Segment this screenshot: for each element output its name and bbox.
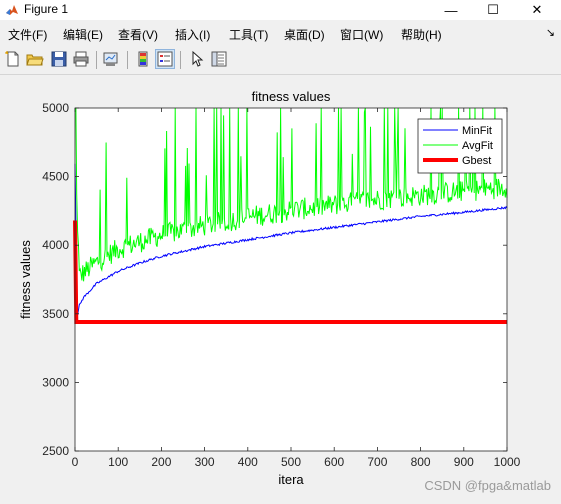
- x-tick-label: 100: [108, 455, 128, 469]
- window-title-bar: Figure 1 — ☐ ✕: [0, 0, 561, 20]
- menu-insert[interactable]: 插入(I): [175, 28, 211, 42]
- x-axis-label: itera: [278, 472, 304, 487]
- minfit-line: [74, 163, 508, 316]
- colorbar-icon[interactable]: [134, 50, 152, 68]
- y-tick-label: 4500: [42, 170, 69, 184]
- legend-label-minfit: MinFit: [462, 125, 492, 137]
- x-tick-label: 400: [238, 455, 258, 469]
- close-button[interactable]: ✕: [515, 0, 559, 20]
- menu-window[interactable]: 窗口(W): [340, 28, 384, 42]
- dock-figure-icon[interactable]: ↘: [545, 27, 555, 39]
- legend-label-gbest: Gbest: [462, 155, 491, 167]
- new-figure-icon[interactable]: [4, 50, 22, 68]
- toolbar-separator: [96, 51, 97, 69]
- watermark: CSDN @fpga&matlab: [424, 478, 551, 493]
- menu-edit[interactable]: 编辑(E): [63, 28, 103, 42]
- x-tick-label: 1000: [494, 455, 521, 469]
- y-tick-label: 3500: [42, 307, 69, 321]
- legend-icon[interactable]: [155, 49, 175, 69]
- open-file-icon[interactable]: [26, 50, 44, 68]
- x-tick-label: 900: [454, 455, 474, 469]
- minimize-button[interactable]: —: [429, 0, 473, 20]
- menu-help[interactable]: 帮助(H): [401, 28, 442, 42]
- minimize-icon: —: [444, 2, 458, 18]
- menu-bar: 文件(F) 编辑(E) 查看(V) 插入(I) 工具(T) 桌面(D) 窗口(W…: [0, 22, 561, 42]
- fitness-chart: 0 100 200 300 400 500 600 700 800 900 1000 2500 3000…: [18, 89, 521, 487]
- maximize-icon: ☐: [487, 2, 499, 17]
- print-icon[interactable]: [72, 50, 90, 68]
- menu-tools[interactable]: 工具(T): [229, 28, 269, 42]
- x-tick-label: 800: [411, 455, 431, 469]
- pointer-icon[interactable]: [188, 50, 206, 68]
- legend-box: [417, 118, 503, 174]
- y-axis-label: fitness values: [18, 240, 33, 319]
- x-tick-label: 0: [72, 455, 79, 469]
- x-tick-label: 200: [151, 455, 171, 469]
- property-inspector-icon[interactable]: [210, 50, 228, 68]
- save-icon[interactable]: [50, 50, 68, 68]
- menu-file[interactable]: 文件(F): [8, 28, 48, 42]
- toolbar-separator: [127, 51, 128, 69]
- window-title: Figure 1: [24, 2, 69, 16]
- toolbar-separator: [180, 51, 181, 69]
- gbest-line: [73, 220, 507, 324]
- avgfit-line: [75, 107, 508, 282]
- chart-title: fitness values: [252, 89, 331, 104]
- y-tick-label: 3000: [42, 375, 69, 389]
- menu-view[interactable]: 查看(V): [118, 28, 158, 42]
- matlab-logo-icon: [6, 5, 18, 15]
- y-tick-label: 5000: [42, 101, 69, 115]
- figure-canvas: 0 100 200 300 400 500 600 700 800 900 1000 2500 3000…: [0, 76, 561, 501]
- y-tick-label: 4000: [42, 238, 69, 252]
- y-tick-label: 2500: [42, 444, 69, 458]
- x-tick-label: 700: [367, 455, 387, 469]
- legend-label-avgfit: AvgFit: [462, 140, 493, 152]
- x-tick-label: 600: [324, 455, 344, 469]
- link-plot-icon[interactable]: [102, 50, 120, 68]
- maximize-button[interactable]: ☐: [471, 0, 515, 20]
- close-icon: ✕: [531, 2, 543, 17]
- x-tick-label: 300: [195, 455, 215, 469]
- x-tick-label: 500: [281, 455, 301, 469]
- menu-desktop[interactable]: 桌面(D): [284, 28, 325, 42]
- figure-toolbar: [0, 46, 561, 75]
